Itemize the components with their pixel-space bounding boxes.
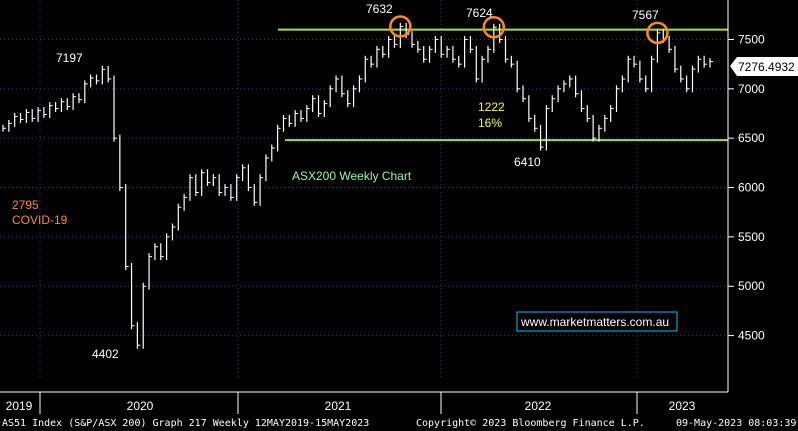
peak-circles bbox=[389, 15, 669, 45]
last-price-box bbox=[730, 57, 798, 76]
watermark-text: www.marketmatters.com.au bbox=[520, 315, 669, 329]
footer-right: 09-May-2023 08:03:39 bbox=[676, 418, 796, 429]
annotation-low-2020: 4402 bbox=[92, 347, 119, 361]
x-tick-label: 2020 bbox=[127, 399, 154, 413]
x-axis: 2019 2020 2021 2022 2023 bbox=[0, 391, 728, 414]
annotation-peak-2023: 7567 bbox=[632, 8, 659, 22]
annotation-peak-2021: 7632 bbox=[366, 2, 393, 16]
y-tick-label: 6000 bbox=[738, 181, 765, 195]
chart-title: ASX200 Weekly Chart bbox=[292, 169, 412, 183]
annotation-peak-2020: 7197 bbox=[56, 51, 83, 65]
y-tick-label: 7000 bbox=[738, 82, 765, 96]
y-tick-label: 6500 bbox=[738, 131, 765, 145]
x-tick-label: 2023 bbox=[669, 399, 696, 413]
x-tick-label: 2019 bbox=[6, 399, 33, 413]
last-price-label: 7276.4932 bbox=[738, 60, 795, 74]
annotation-fall-points: 2795 bbox=[12, 198, 39, 212]
annotation-peak-2021b: 7624 bbox=[466, 6, 493, 20]
watermark-box bbox=[516, 311, 678, 332]
footer-bar bbox=[0, 414, 798, 431]
peak-circle bbox=[646, 21, 669, 45]
footer-center: Copyright© 2023 Bloomberg Finance L.P. bbox=[416, 418, 645, 429]
peak-circle bbox=[389, 15, 412, 38]
annotation-rise-points: 1222 bbox=[478, 100, 505, 114]
annotation-low-2022: 6410 bbox=[514, 155, 541, 169]
annotation-rise-pct: 16% bbox=[478, 116, 502, 130]
watermark: www.marketmatters.com.au bbox=[516, 311, 678, 332]
peak-circle bbox=[482, 15, 506, 39]
y-tick-label: 7500 bbox=[738, 32, 765, 46]
y-tick-label: 4500 bbox=[738, 329, 765, 343]
y-tick-label: 5500 bbox=[738, 230, 765, 244]
x-tick-label: 2021 bbox=[325, 399, 352, 413]
x-tick-label: 2022 bbox=[525, 399, 552, 413]
footer-left: AS51 Index (S&P/ASX 200) Graph 217 Weekl… bbox=[2, 418, 369, 429]
annotation-fall-label: COVID-19 bbox=[12, 213, 68, 227]
last-price-marker: 7276.4932 bbox=[730, 57, 798, 76]
y-tick-label: 5000 bbox=[738, 279, 765, 293]
y-axis: 4500 5000 5500 6000 6500 7000 7500 bbox=[727, 0, 765, 392]
